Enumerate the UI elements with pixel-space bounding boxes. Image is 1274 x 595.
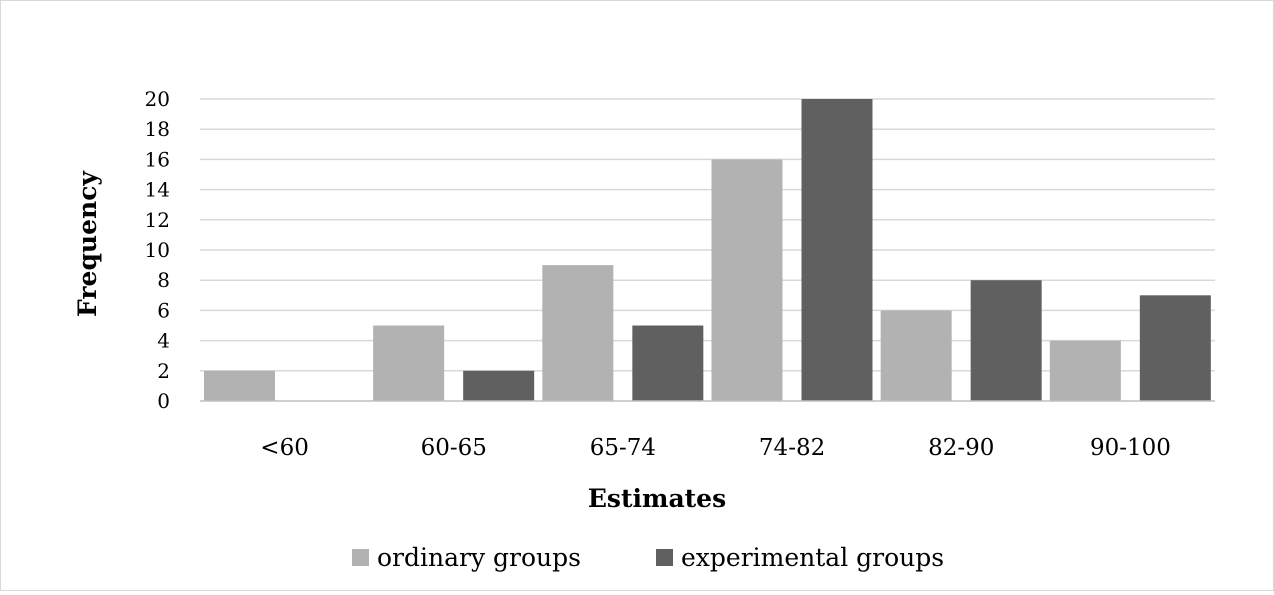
x-tick-label: 65-74 [590, 435, 656, 461]
legend-label-ordinary: ordinary groups [377, 543, 581, 572]
bar-ordinary-1 [373, 325, 445, 401]
bars [204, 99, 1211, 401]
y-tick-label: 4 [157, 329, 170, 353]
x-tick-label: 60-65 [421, 435, 487, 461]
y-tick-label: 10 [145, 238, 170, 262]
legend-swatch-ordinary [352, 549, 369, 566]
y-axis-title: Frequency [73, 170, 102, 317]
y-tick-label: 12 [145, 208, 170, 232]
y-tick-label: 2 [157, 359, 170, 383]
x-tick-label: 90-100 [1090, 435, 1171, 461]
bar-experimental-1 [463, 370, 535, 401]
gridlines [200, 98, 1215, 372]
x-axis-ticks: <60 60-65 65-74 74-82 82-90 90-100 [260, 435, 1171, 461]
bar-ordinary-4 [880, 310, 952, 401]
legend: ordinary groups experimental groups [352, 543, 944, 572]
y-axis-ticks: 0 2 4 6 8 10 12 14 16 18 20 [145, 87, 170, 413]
x-axis-title: Estimates [588, 484, 726, 513]
bar-ordinary-0 [204, 370, 275, 401]
y-tick-label: 6 [157, 298, 170, 322]
bar-experimental-2 [632, 325, 704, 401]
bar-ordinary-5 [1049, 340, 1121, 401]
bar-ordinary-2 [542, 265, 614, 401]
bar-experimental-4 [970, 280, 1042, 401]
y-tick-label: 8 [157, 268, 170, 292]
bar-experimental-3 [801, 99, 873, 401]
y-tick-label: 14 [145, 178, 170, 202]
x-tick-label: <60 [260, 435, 309, 461]
y-tick-label: 18 [145, 117, 170, 141]
legend-label-experimental: experimental groups [681, 543, 944, 572]
bar-ordinary-3 [711, 159, 783, 401]
y-tick-label: 0 [157, 389, 170, 413]
y-tick-label: 16 [145, 147, 170, 171]
x-tick-label: 82-90 [928, 435, 994, 461]
bar-experimental-5 [1139, 295, 1211, 401]
x-tick-label: 74-82 [759, 435, 825, 461]
legend-swatch-experimental [656, 549, 673, 566]
y-tick-label: 20 [145, 87, 170, 111]
